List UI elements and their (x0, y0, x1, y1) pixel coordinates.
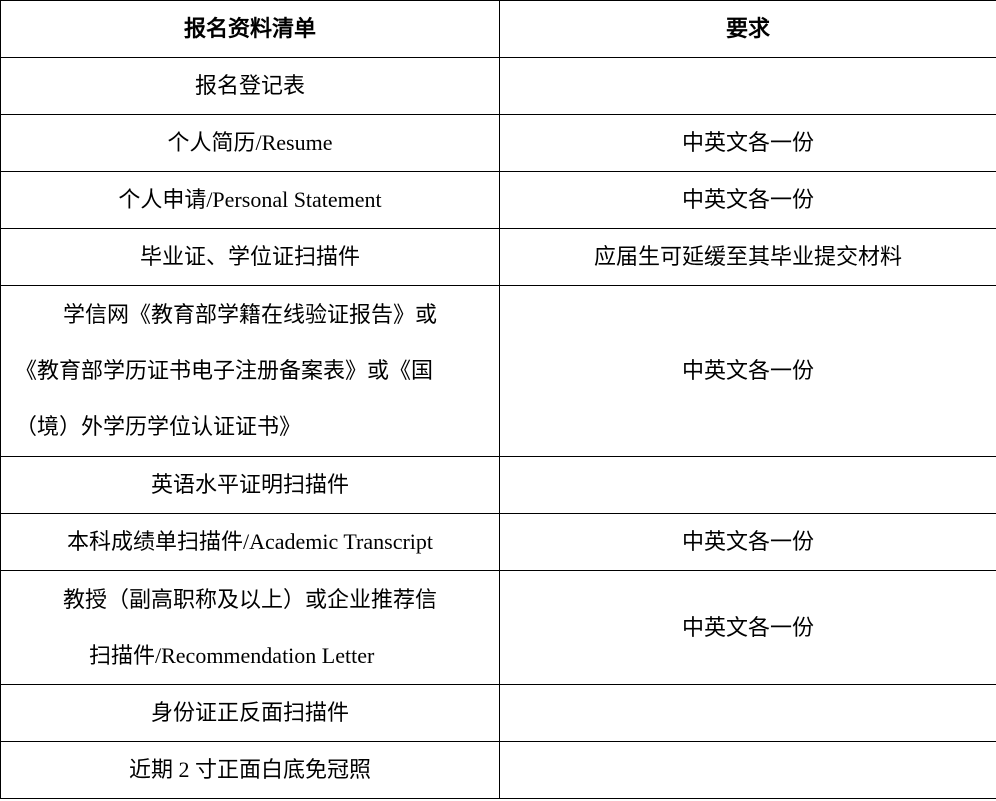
material-cell: 本科成绩单扫描件/Academic Transcript (0, 513, 500, 571)
material-text: 《教育部学历证书电子注册备案表》或《国 (15, 358, 434, 383)
requirement-cell (499, 684, 996, 742)
table-row: 个人申请/Personal Statement 中英文各一份 (0, 171, 996, 229)
material-text: 报名登记表 (194, 73, 305, 98)
material-cell: 身份证正反面扫描件 (0, 684, 500, 742)
material-text: 个人简历/Resume (167, 130, 333, 155)
material-cell: 教授（副高职称及以上）或企业推荐信扫描件/Recommendation Lett… (0, 570, 500, 685)
material-text: 教授（副高职称及以上）或企业推荐信 (63, 586, 438, 612)
material-text: 英语水平证明扫描件 (150, 472, 349, 497)
material-text: 本科成绩单扫描件/Academic Transcript (66, 529, 434, 554)
table-row: 毕业证、学位证扫描件 应届生可延缓至其毕业提交材料 (0, 228, 996, 286)
requirement-cell: 中英文各一份 (499, 285, 996, 457)
material-cell: 学信网《教育部学籍在线验证报告》或《教育部学历证书电子注册备案表》或《国 （境）外… (0, 285, 500, 457)
requirement-cell: 应届生可延缓至其毕业提交材料 (499, 228, 996, 286)
requirement-cell: 中英文各一份 (499, 570, 996, 685)
material-cell: 报名登记表 (0, 57, 500, 115)
requirement-cell (499, 456, 996, 514)
table-row: 个人简历/Resume 中英文各一份 (0, 114, 996, 172)
table-row: 近期 2 寸正面白底免冠照 (0, 741, 996, 799)
table-row: 身份证正反面扫描件 (0, 684, 996, 742)
material-text: 学信网《教育部学籍在线验证报告》或 (63, 302, 438, 327)
material-cell: 毕业证、学位证扫描件 (0, 228, 500, 286)
material-text: 近期 2 寸正面白底免冠照 (128, 757, 371, 782)
table-header-row: 报名资料清单 要求 (0, 0, 996, 58)
table-row: 学信网《教育部学籍在线验证报告》或《教育部学历证书电子注册备案表》或《国 （境）外… (0, 285, 996, 457)
material-text: （境）外学历学位认证证书》 (15, 414, 302, 439)
material-cell: 个人简历/Resume (0, 114, 500, 172)
material-cell: 英语水平证明扫描件 (0, 456, 500, 514)
material-cell: 近期 2 寸正面白底免冠照 (0, 741, 500, 799)
material-text: 毕业证、学位证扫描件 (139, 244, 360, 269)
requirement-cell (499, 57, 996, 115)
header-requirements: 要求 (499, 0, 996, 58)
table-row: 英语水平证明扫描件 (0, 456, 996, 514)
material-text: 身份证正反面扫描件 (150, 700, 349, 725)
header-materials: 报名资料清单 (0, 0, 500, 58)
table-row: 报名登记表 (0, 57, 996, 115)
requirement-cell: 中英文各一份 (499, 171, 996, 229)
material-text: 个人申请/Personal Statement (118, 187, 382, 212)
material-cell: 个人申请/Personal Statement (0, 171, 500, 229)
table-row: 教授（副高职称及以上）或企业推荐信扫描件/Recommendation Lett… (0, 570, 996, 685)
requirement-cell: 中英文各一份 (499, 513, 996, 571)
table-row: 本科成绩单扫描件/Academic Transcript 中英文各一份 (0, 513, 996, 571)
requirement-cell (499, 741, 996, 799)
material-text: 扫描件/Recommendation Letter (89, 642, 375, 668)
requirement-cell: 中英文各一份 (499, 114, 996, 172)
